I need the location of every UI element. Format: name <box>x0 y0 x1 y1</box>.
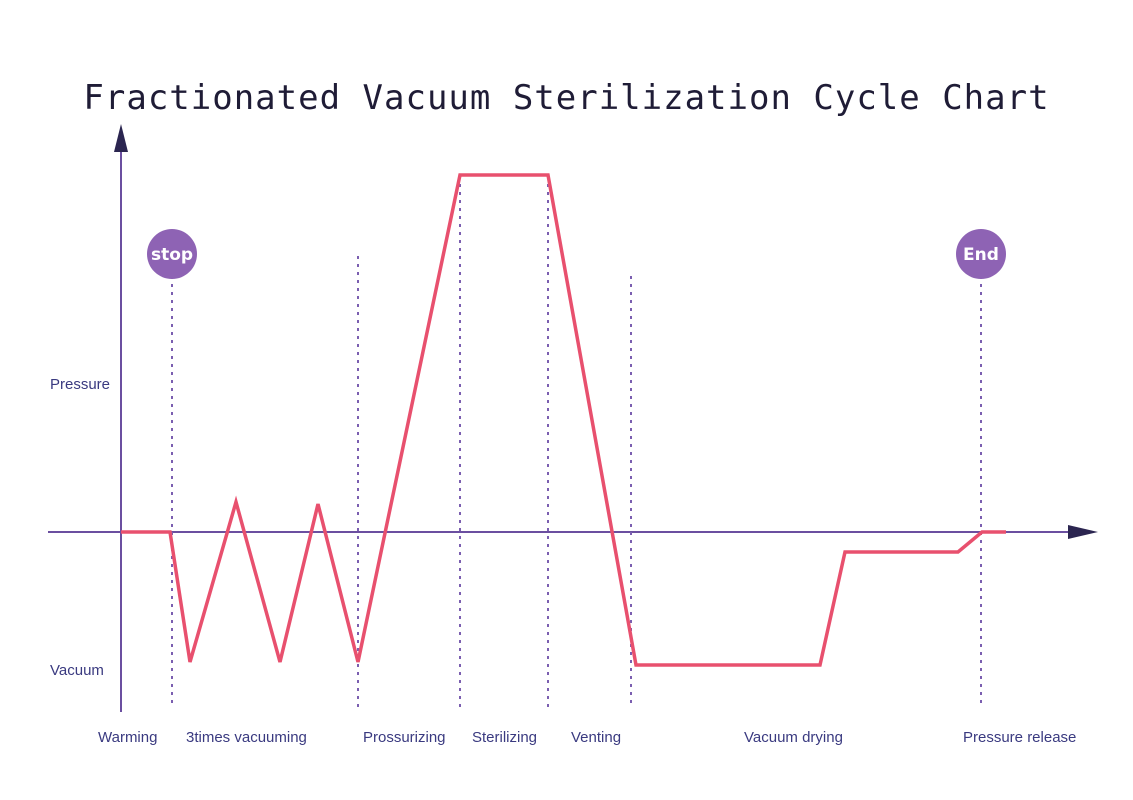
y-axis-arrow-icon <box>114 124 128 152</box>
phase-label-vacuum-drying: Vacuum drying <box>744 729 843 746</box>
phase-label-sterilizing: Sterilizing <box>472 729 537 746</box>
phase-label-warming: Warming <box>98 729 157 746</box>
y-label-vacuum: Vacuum <box>50 662 104 679</box>
pressure-curve <box>121 173 1006 667</box>
stop-badge: stop <box>147 229 197 279</box>
end-badge-label: End <box>963 245 999 265</box>
diagram-title: Fractionated Vacuum Sterilization Cycle … <box>83 78 1050 118</box>
x-axis-arrow-icon <box>1068 525 1098 539</box>
phase-label-pressure-release: Pressure release <box>963 729 1076 746</box>
y-label-pressure: Pressure <box>50 376 110 393</box>
phase-label-vacuuming: 3times vacuuming <box>186 729 307 746</box>
stop-badge-label: stop <box>151 245 193 265</box>
phase-label-venting: Venting <box>571 729 621 746</box>
end-badge: End <box>956 229 1006 279</box>
phase-dividers <box>171 176 982 708</box>
phase-label-pressurizing: Prossurizing <box>363 729 446 746</box>
